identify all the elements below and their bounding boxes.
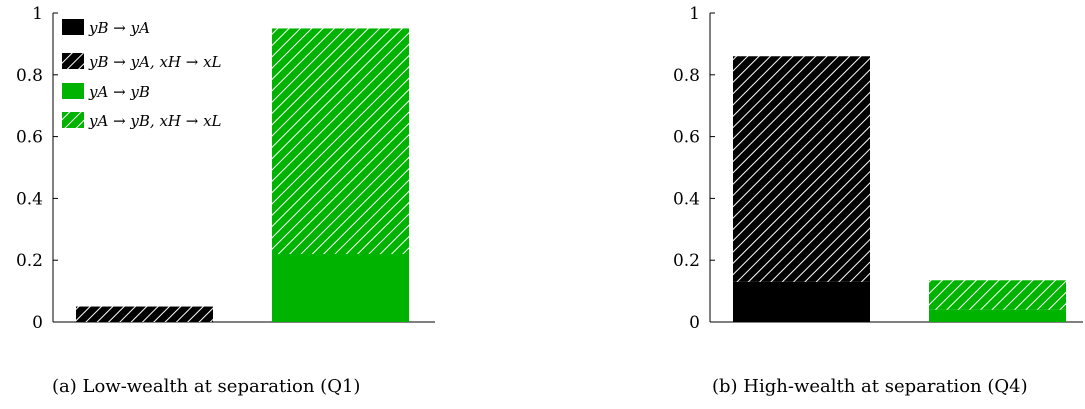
bar-segment-solid (929, 309, 1066, 322)
bars-a (76, 28, 409, 322)
y-ticks-a: 0 0.2 0.4 0.6 0.8 1 (16, 4, 58, 333)
y-tick-label: 0 (32, 313, 43, 333)
y-tick-label: 0 (689, 313, 700, 333)
y-tick-label: 0.8 (16, 66, 43, 86)
legend: yB → yA yB → yA, xH → xL yA → yB yA → yB… (62, 19, 222, 130)
y-tick-label: 0.2 (673, 251, 700, 271)
bar-segment-hatched (733, 56, 870, 282)
legend-swatch-hatched-green (62, 112, 84, 128)
y-ticks-b: 0 0.2 0.4 0.6 0.8 1 (673, 4, 715, 333)
caption-b: (b) High-wealth at separation (Q4) (712, 376, 1028, 397)
y-tick-label: 0.4 (16, 189, 43, 209)
legend-label-4: yA → yB, xH → xL (88, 112, 222, 130)
legend-label-1: yB → yA (88, 19, 150, 37)
chart-a: 0 0.2 0.4 0.6 0.8 1 yB → yA yB → yA, xH → xL … (16, 4, 435, 397)
legend-swatch-solid-black (62, 19, 84, 35)
legend-label-2: yB → yA, xH → xL (88, 53, 222, 71)
bar-segment-solid (733, 281, 870, 322)
bar-segment-solid (272, 254, 409, 322)
caption-a: (a) Low-wealth at separation (Q1) (52, 376, 360, 397)
bar-segment-hatched (76, 306, 213, 322)
bar-segment-hatched (272, 28, 409, 255)
bar-segment-hatched (929, 280, 1066, 310)
y-tick-label: 1 (32, 4, 43, 24)
y-tick-label: 0.4 (673, 189, 700, 209)
legend-label-3: yA → yB (88, 83, 150, 101)
legend-swatch-solid-green (62, 83, 84, 99)
legend-swatch-hatched-black (62, 53, 84, 69)
y-tick-label: 1 (689, 4, 700, 24)
bars-b (733, 56, 1066, 322)
chart-b: 0 0.2 0.4 0.6 0.8 1 (b) High-wealth at separa… (673, 4, 1083, 397)
y-tick-label: 0.2 (16, 251, 43, 271)
y-tick-label: 0.8 (673, 66, 700, 86)
y-tick-label: 0.6 (16, 128, 43, 148)
y-tick-label: 0.6 (673, 128, 700, 148)
